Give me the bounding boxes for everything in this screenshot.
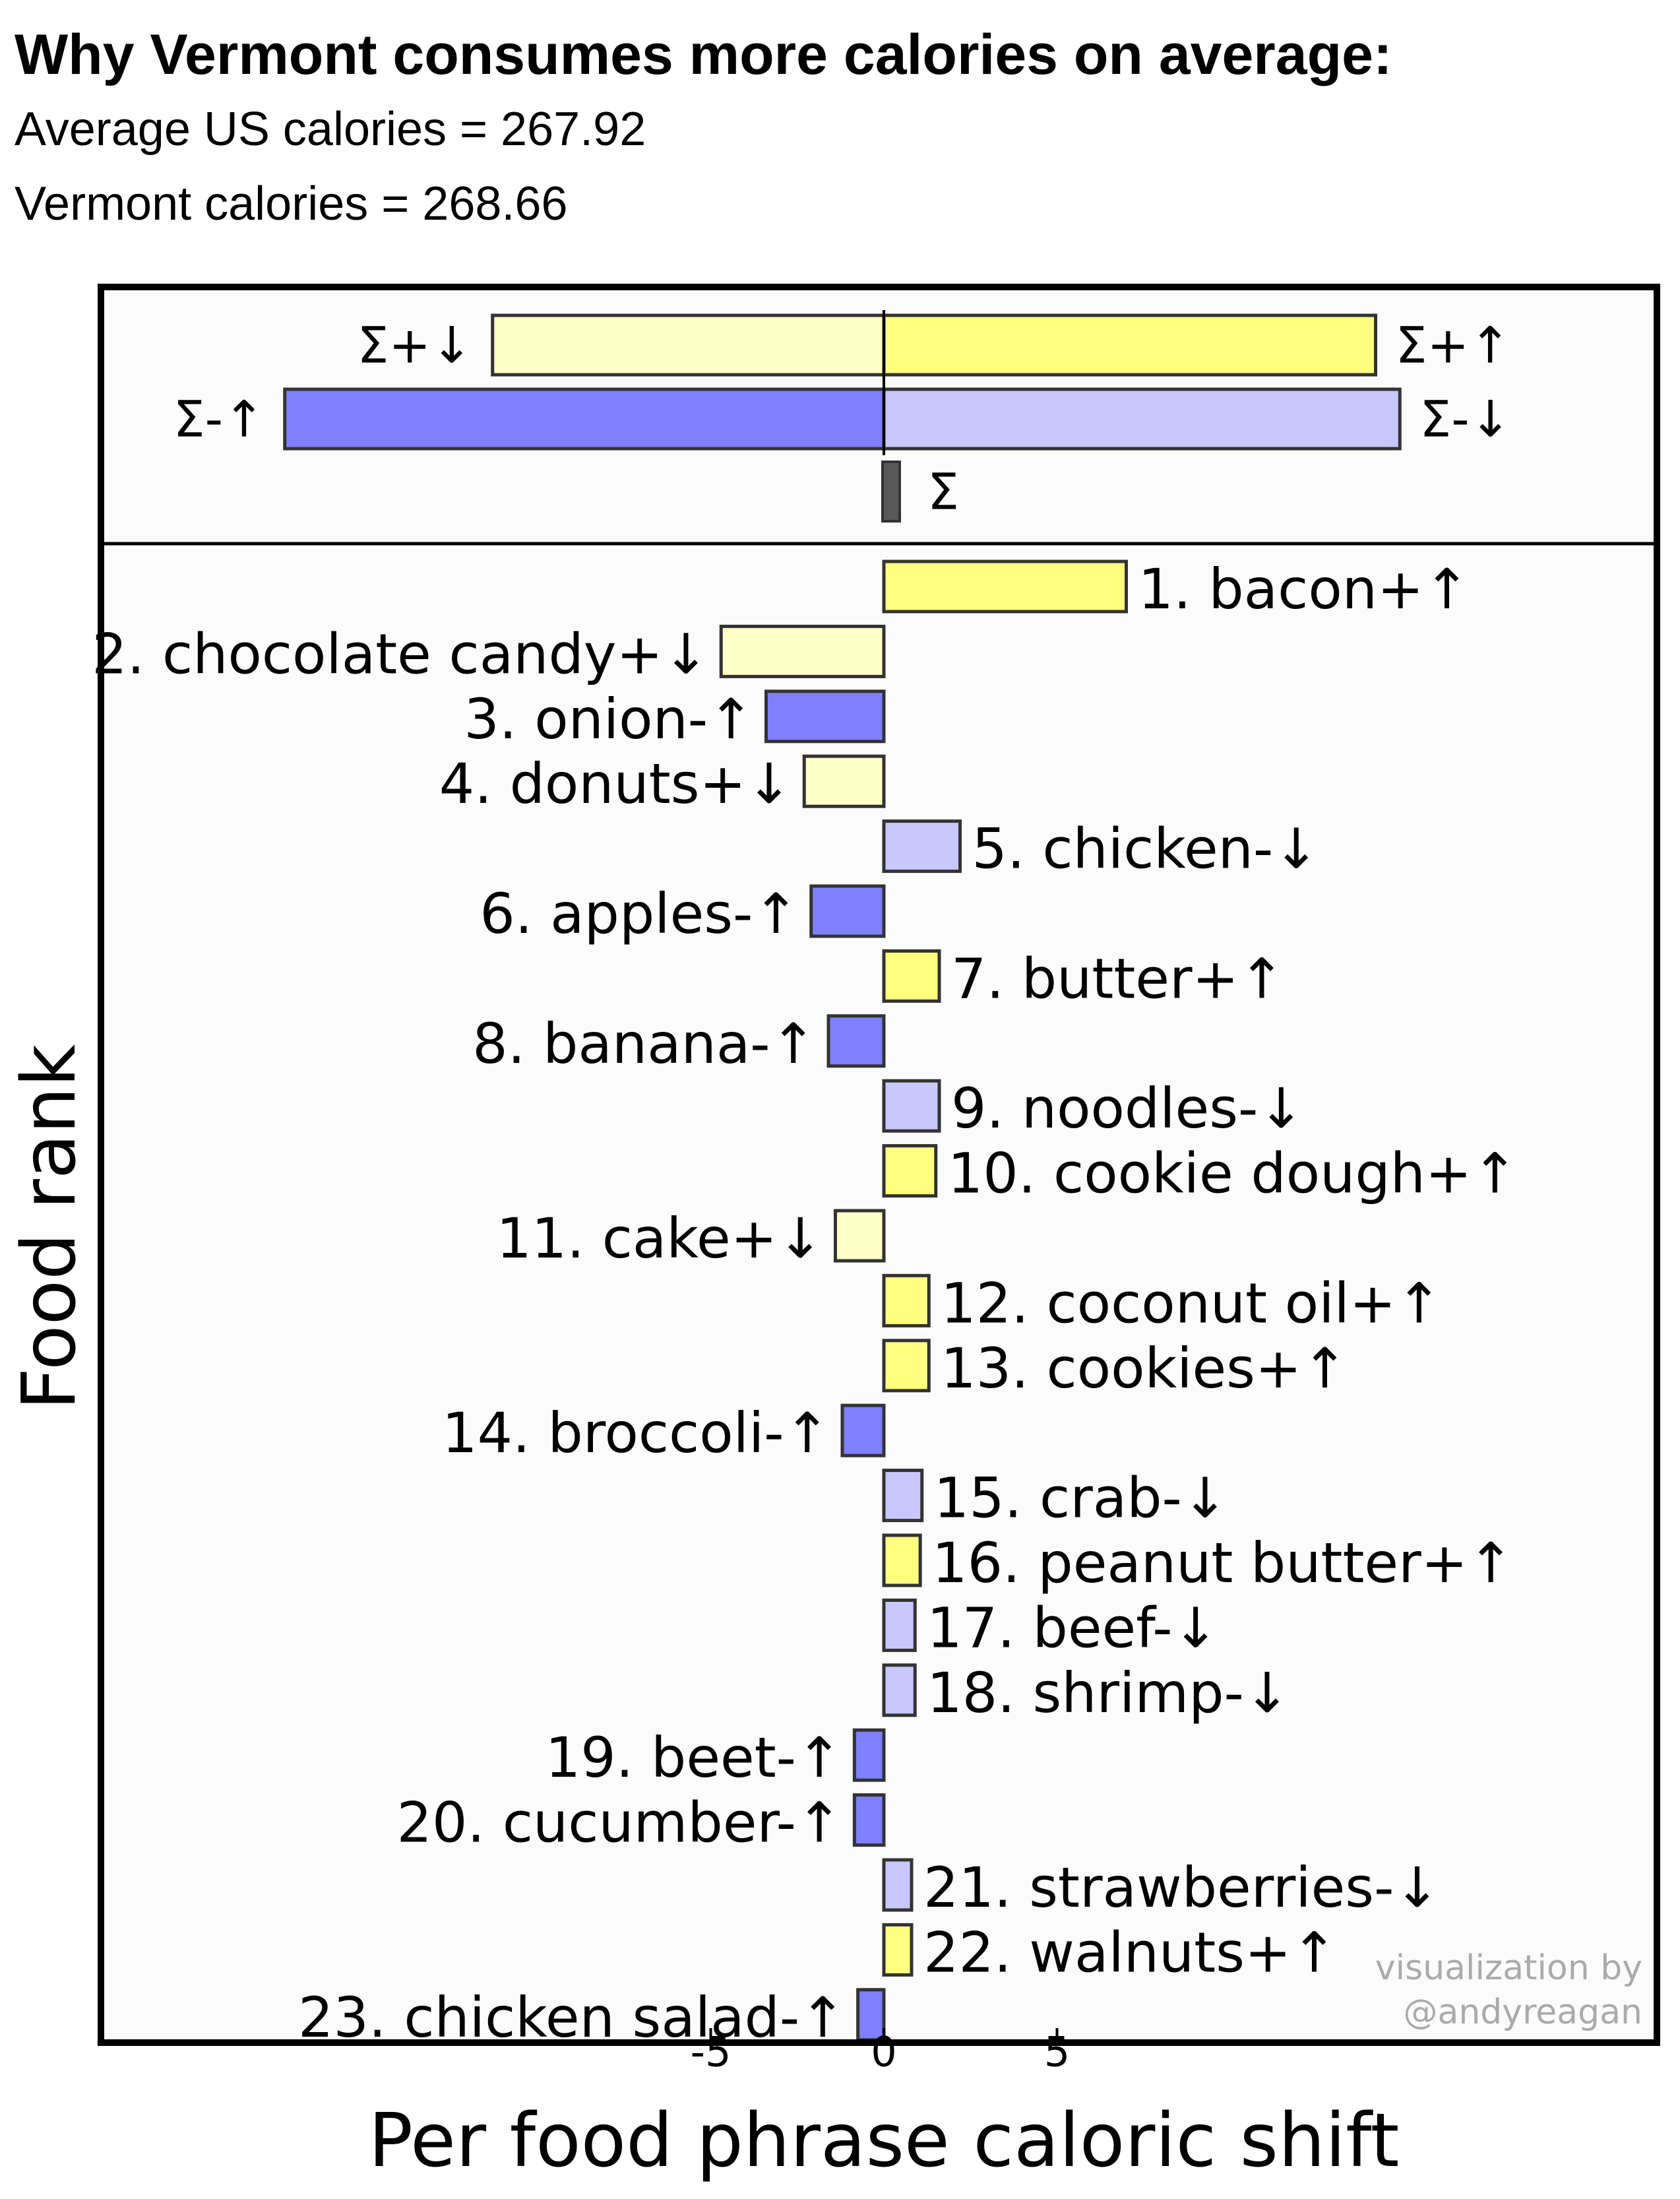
x-tick-label: -5 <box>691 2028 731 2076</box>
food-bar <box>719 624 886 678</box>
food-label: 7. butter+↑ <box>951 946 1285 1011</box>
food-label: 1. bacon+↑ <box>1138 557 1470 621</box>
summary-bar <box>882 387 1402 451</box>
food-bar <box>882 1923 914 1977</box>
food-label: 10. cookie dough+↑ <box>948 1141 1518 1206</box>
food-bar <box>840 1403 886 1457</box>
foods-panel: 1. bacon+↑ 2. chocolate candy+↓3. onion-↑… <box>92 544 1657 2050</box>
summary-label: Σ-↑ <box>173 390 265 449</box>
food-bar <box>826 1014 886 1068</box>
food-bar <box>882 819 962 874</box>
food-bar <box>809 884 886 938</box>
food-label: 12. coconut oil+↑ <box>941 1271 1442 1335</box>
food-label: 23. chicken salad-↑ <box>298 1985 846 2050</box>
food-bar <box>882 1858 914 1912</box>
food-bar <box>882 1144 938 1198</box>
food-bar <box>764 689 886 744</box>
food-bar <box>802 754 886 808</box>
food-label: 13. cookies+↑ <box>941 1336 1348 1401</box>
chart-frame <box>98 284 1660 2046</box>
food-label: 9. noodles-↓ <box>951 1076 1305 1141</box>
x-tick-label: 5 <box>1044 2028 1070 2076</box>
summary-panel: Σ+↓ Σ+↑ Σ-↑ Σ-↓ Σ <box>101 287 1657 544</box>
frame-border <box>98 284 1660 2046</box>
food-label: 14. broccoli-↑ <box>442 1401 830 1465</box>
food-label: 21. strawberries-↓ <box>923 1855 1441 1920</box>
food-label: 17. beef-↓ <box>927 1595 1219 1660</box>
summary-label: Σ+↓ <box>357 316 472 375</box>
food-label: 5. chicken-↓ <box>972 817 1320 881</box>
food-label: 19. beet-↑ <box>545 1725 843 1790</box>
food-bar <box>882 1079 941 1133</box>
food-label: 2. chocolate candy+↓ <box>92 621 709 686</box>
food-label: 18. shrimp-↓ <box>927 1661 1290 1725</box>
food-label: 11. cake+↓ <box>496 1206 823 1271</box>
food-bar <box>882 1273 931 1327</box>
summary-bar <box>283 387 886 451</box>
credit-line-1: visualization by <box>1375 1948 1642 1988</box>
food-label: 8. banana-↑ <box>472 1011 817 1076</box>
chart-title: Why Vermont consumes more calories on av… <box>15 23 1392 86</box>
vermont-calories: Vermont calories = 268.66 <box>15 177 568 230</box>
food-bar <box>882 1469 924 1523</box>
food-bar <box>852 1793 886 1847</box>
food-label: 16. peanut butter+↑ <box>932 1531 1514 1595</box>
food-bar <box>852 1728 886 1782</box>
food-bar <box>834 1209 886 1263</box>
food-label: 6. apples-↑ <box>480 881 799 946</box>
credit-line-2: @andyreagan <box>1403 1992 1642 2032</box>
summary-label: Σ-↓ <box>1419 390 1511 449</box>
summary-bar <box>491 313 886 377</box>
x-axis-label: Per food phrase caloric shift <box>369 2098 1400 2184</box>
food-label: 15. crab-↓ <box>934 1466 1229 1531</box>
summary-label: Σ+↑ <box>1396 316 1511 375</box>
food-bar <box>882 559 1128 614</box>
average-us-calories: Average US calories = 267.92 <box>15 103 646 156</box>
food-label: 3. onion-↑ <box>464 687 754 751</box>
summary-label-sum: Σ <box>927 462 959 521</box>
summary-bar-sum <box>881 461 901 523</box>
food-bar <box>882 949 941 1003</box>
summary-bar <box>882 313 1377 377</box>
x-axis: -5 0 5 Per food phrase caloric shift Food ra… <box>7 1044 1399 2184</box>
food-label: 4. donuts+↓ <box>439 751 793 816</box>
x-tick-label: 0 <box>871 2028 896 2076</box>
y-axis-label: Food rank <box>7 1044 92 1411</box>
food-label: 20. cucumber-↑ <box>397 1791 843 1855</box>
food-bar <box>882 1533 922 1587</box>
food-bar <box>882 1598 917 1652</box>
food-bar <box>882 1339 931 1393</box>
food-bar <box>882 1663 917 1717</box>
food-label: 22. walnuts+↑ <box>923 1920 1338 1985</box>
